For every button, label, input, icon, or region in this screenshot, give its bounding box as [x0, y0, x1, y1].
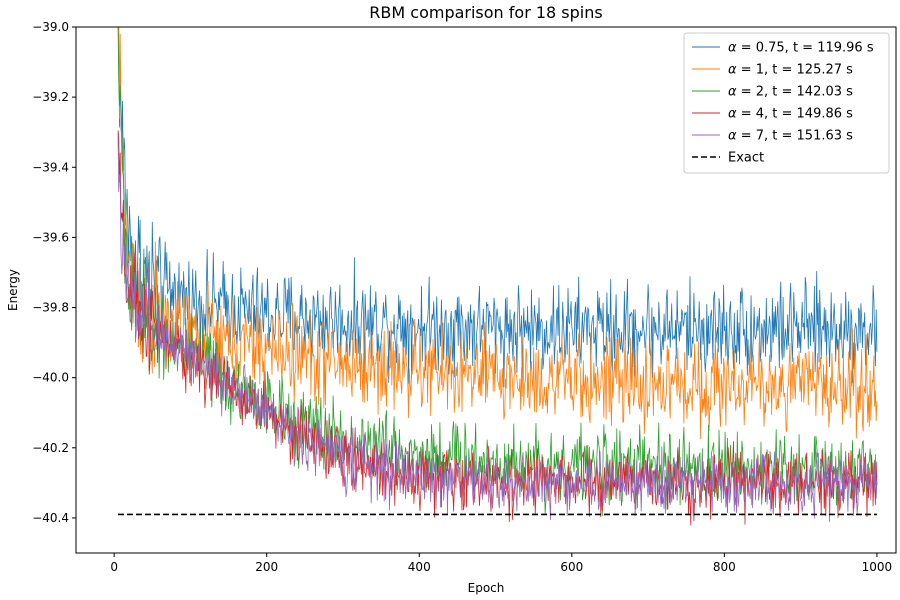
- legend-box: [683, 32, 890, 174]
- y-tick-label: −40.4: [32, 511, 69, 525]
- legend: α = 0.75, t = 119.96 s α = 1, t = 125.27 …: [683, 32, 890, 174]
- legend-entry: Exact: [728, 151, 764, 166]
- x-tick-label: 1000: [862, 560, 893, 574]
- y-tick-label: −39.6: [32, 230, 69, 244]
- x-tick-label: 400: [408, 560, 431, 574]
- plot-frame: [75, 26, 897, 554]
- x-axis: 0 200 400 600 800 1000: [110, 553, 892, 574]
- y-axis-label: Energy: [6, 269, 20, 311]
- legend-entry: α = 0.75, t = 119.96 s: [728, 41, 874, 56]
- y-tick-label: −39.4: [32, 160, 69, 174]
- x-axis-label: Epoch: [468, 581, 505, 595]
- series-line: [118, 27, 878, 440]
- series-line: [117, 27, 878, 388]
- x-tick-label: 600: [560, 560, 583, 574]
- legend-entry: α = 7, t = 151.63 s: [728, 129, 853, 144]
- legend-entry: α = 2, t = 142.03 s: [728, 85, 853, 100]
- x-tick-label: 0: [110, 560, 118, 574]
- y-tick-label: −39.0: [32, 20, 69, 34]
- legend-entry: α = 4, t = 149.86 s: [728, 107, 853, 122]
- legend-entry: α = 1, t = 125.27 s: [728, 63, 853, 78]
- y-tick-label: −40.0: [32, 371, 69, 385]
- y-axis: −40.4 −40.2 −40.0 −39.8 −39.6 −39.4 −39.2 −39.0: [32, 20, 76, 525]
- y-tick-label: −39.8: [32, 301, 69, 315]
- y-tick-label: −40.2: [32, 441, 69, 455]
- series-line: [117, 132, 878, 523]
- series-layer: [117, 27, 878, 526]
- x-tick-label: 200: [255, 560, 278, 574]
- chart-title: RBM comparison for 18 spins: [369, 3, 602, 22]
- y-tick-label: −39.2: [32, 90, 69, 104]
- x-tick-label: 800: [713, 560, 736, 574]
